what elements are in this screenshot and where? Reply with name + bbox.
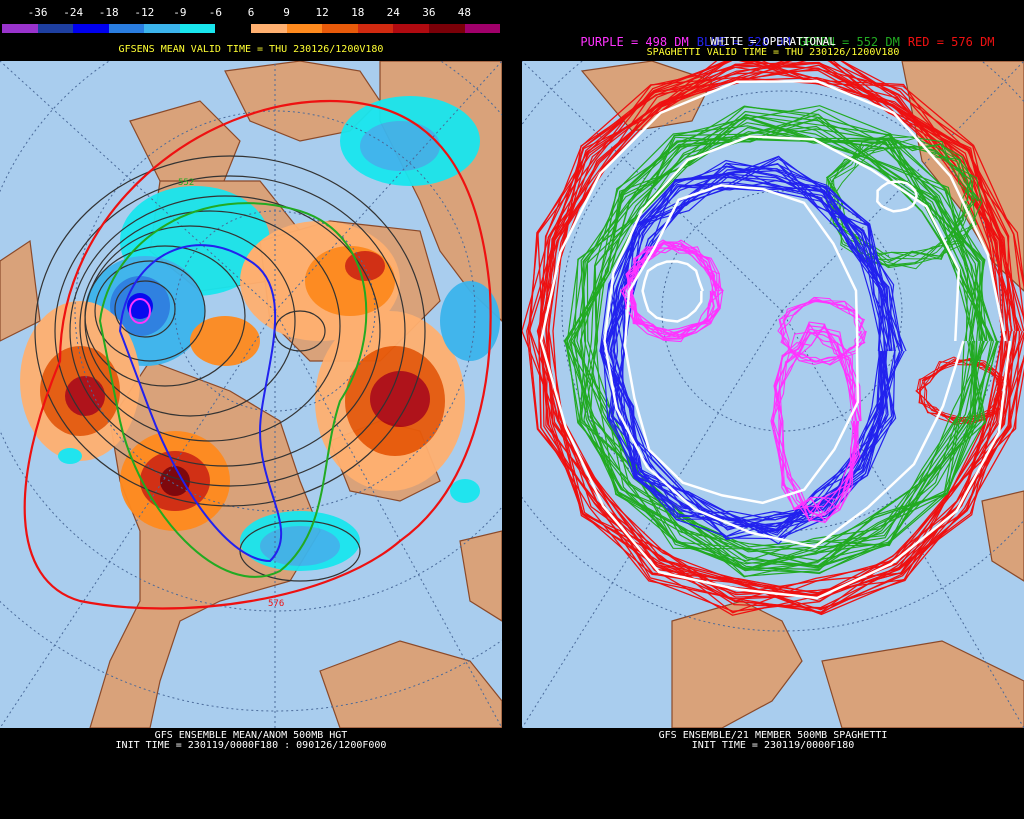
spaghetti-line [783, 300, 866, 363]
spaghetti-line [580, 110, 999, 572]
spaghetti-line [526, 61, 1013, 612]
spaghetti-line [568, 113, 998, 578]
spaghetti-line [770, 324, 862, 516]
colorbar-tick-label: 18 [351, 6, 365, 19]
colorbar-swatch [464, 24, 501, 33]
colorbar-swatch [37, 24, 74, 33]
ensemble-mean-map: 552 576 [0, 61, 502, 728]
contour-552 [98, 202, 368, 578]
spaghetti-map [522, 61, 1024, 728]
colorbar-swatch [215, 24, 252, 33]
ensemble-mean-panel: -36 -24 -18 -12 -9 -6 6 9 12 18 24 36 48 GFSENS MEAN… [0, 0, 502, 819]
spaghetti-line [777, 325, 859, 511]
panel-divider [502, 0, 522, 819]
colorbar-tick-label: -36 [27, 6, 48, 19]
mean-valid-time-header: GFSENS MEAN VALID TIME = THU 230126/1200… [118, 44, 384, 55]
spaghetti-footer-title: GFS ENSEMBLE/21 MEMBER 500MB SPAGHETTI [658, 730, 888, 741]
legend-blue: BLUE = 528 DM [696, 35, 791, 49]
spaghetti-line [826, 137, 978, 267]
spaghetti-line [586, 117, 991, 548]
spaghetti-line [772, 327, 861, 521]
height-contours [34, 155, 426, 582]
spaghetti-line [777, 299, 866, 366]
spaghetti-line [599, 163, 900, 545]
spaghetti-line [539, 80, 1012, 600]
spaghetti-line [774, 331, 862, 515]
colorbar-swatch [179, 24, 216, 33]
colorbar-swatch [73, 24, 109, 33]
colorbar-swatch [2, 24, 38, 33]
colorbar-labels: -36 -24 -18 -12 -9 -6 6 9 12 18 24 36 48 [2, 6, 500, 20]
spaghetti-line [919, 356, 1005, 424]
anomaly-colorbar: -36 -24 -18 -12 -9 -6 6 9 12 18 24 36 48 [2, 0, 501, 38]
contour-576 [23, 99, 492, 610]
spaghetti-line [624, 239, 719, 338]
contour-498 [129, 298, 151, 324]
lat-lon-grid [0, 61, 502, 728]
colorbar-tick-label: -18 [98, 6, 119, 19]
colorbar-swatch [428, 24, 465, 33]
spaghetti-line [624, 241, 724, 340]
spaghetti-line [548, 67, 1019, 615]
colorbar-tick-label: 12 [315, 6, 329, 19]
spaghetti-line [573, 105, 993, 575]
spaghetti-line [527, 66, 1024, 594]
height-anomalies [20, 96, 500, 571]
spaghetti-line [563, 117, 995, 574]
legend-red: RED = 576 DM [907, 35, 995, 49]
colorbar-tick-label: -9 [173, 6, 187, 19]
spaghetti-line [627, 239, 721, 331]
spaghetti-line [619, 247, 722, 335]
spaghetti-line [522, 61, 1021, 602]
spaghetti-line [641, 260, 704, 323]
operational-legend: WHITE = OPERATIONAL [710, 35, 836, 48]
colorbar-swatch [393, 24, 429, 33]
spaghetti-line [611, 183, 887, 536]
contour-label-576: 576 [268, 599, 284, 609]
colorbar-swatch [108, 24, 145, 33]
spaghetti-line [771, 331, 862, 521]
spaghetti-line [607, 168, 903, 540]
spaghetti-line [595, 130, 984, 553]
colorbar-tick-label: -6 [208, 6, 223, 19]
colorbar-tick-label: 36 [422, 6, 436, 19]
spaghetti-line [778, 300, 867, 363]
spaghetti-line [876, 180, 918, 213]
contour-528 [118, 244, 283, 563]
spaghetti-line [625, 243, 719, 340]
spaghetti-line [827, 137, 969, 263]
colorbar-tick-label: 6 [247, 6, 255, 19]
colorbar-swatch [251, 24, 287, 33]
spaghetti-contours [522, 61, 1024, 616]
mean-map-svg: 552 576 [0, 61, 502, 728]
colorbar-tick-label: -12 [134, 6, 155, 19]
colorbar-tick-label: -24 [63, 6, 84, 19]
contour-label-552: 552 [178, 178, 194, 188]
mean-footer-title: GFS ENSEMBLE MEAN/ANOM 500MB HGT [154, 730, 348, 741]
spaghetti-line [528, 62, 1024, 594]
spaghetti-legend: PURPLE = 498 DM BLUE = 528 DM GREEN = 552 … [522, 21, 1024, 63]
spaghetti-valid-time-header: SPAGHETTI VALID TIME = THU 230126/1200V1… [646, 47, 900, 58]
spaghetti-line [603, 135, 965, 549]
spaghetti-line [610, 163, 896, 537]
colorbar-swatch [286, 24, 323, 33]
colorbar-swatch [144, 24, 180, 33]
legend-purple: PURPLE = 498 DM [580, 35, 689, 49]
spaghetti-footer-init-time: INIT TIME = 230119/0000F180 [691, 740, 855, 751]
colorbar-tick-label: 48 [457, 6, 472, 19]
spaghetti-panel: PURPLE = 498 DM BLUE = 528 DM GREEN = 552 … [522, 0, 1024, 819]
colorbar-swatch [357, 24, 394, 33]
legend-green: GREEN = 552 DM [798, 35, 900, 49]
colorbar-tick-label: 24 [386, 6, 400, 19]
colorbar-swatches [2, 24, 501, 33]
spaghetti-line [536, 61, 1022, 611]
land-masses-right [580, 61, 1024, 728]
spaghetti-line [623, 184, 860, 505]
spaghetti-map-svg [522, 61, 1024, 728]
colorbar-tick-label: 9 [283, 6, 290, 19]
mean-footer-init-time: INIT TIME = 230119/0000F180 : 090126/120… [115, 740, 387, 751]
colorbar-swatch [322, 24, 358, 33]
spaghetti-line [539, 61, 1024, 600]
